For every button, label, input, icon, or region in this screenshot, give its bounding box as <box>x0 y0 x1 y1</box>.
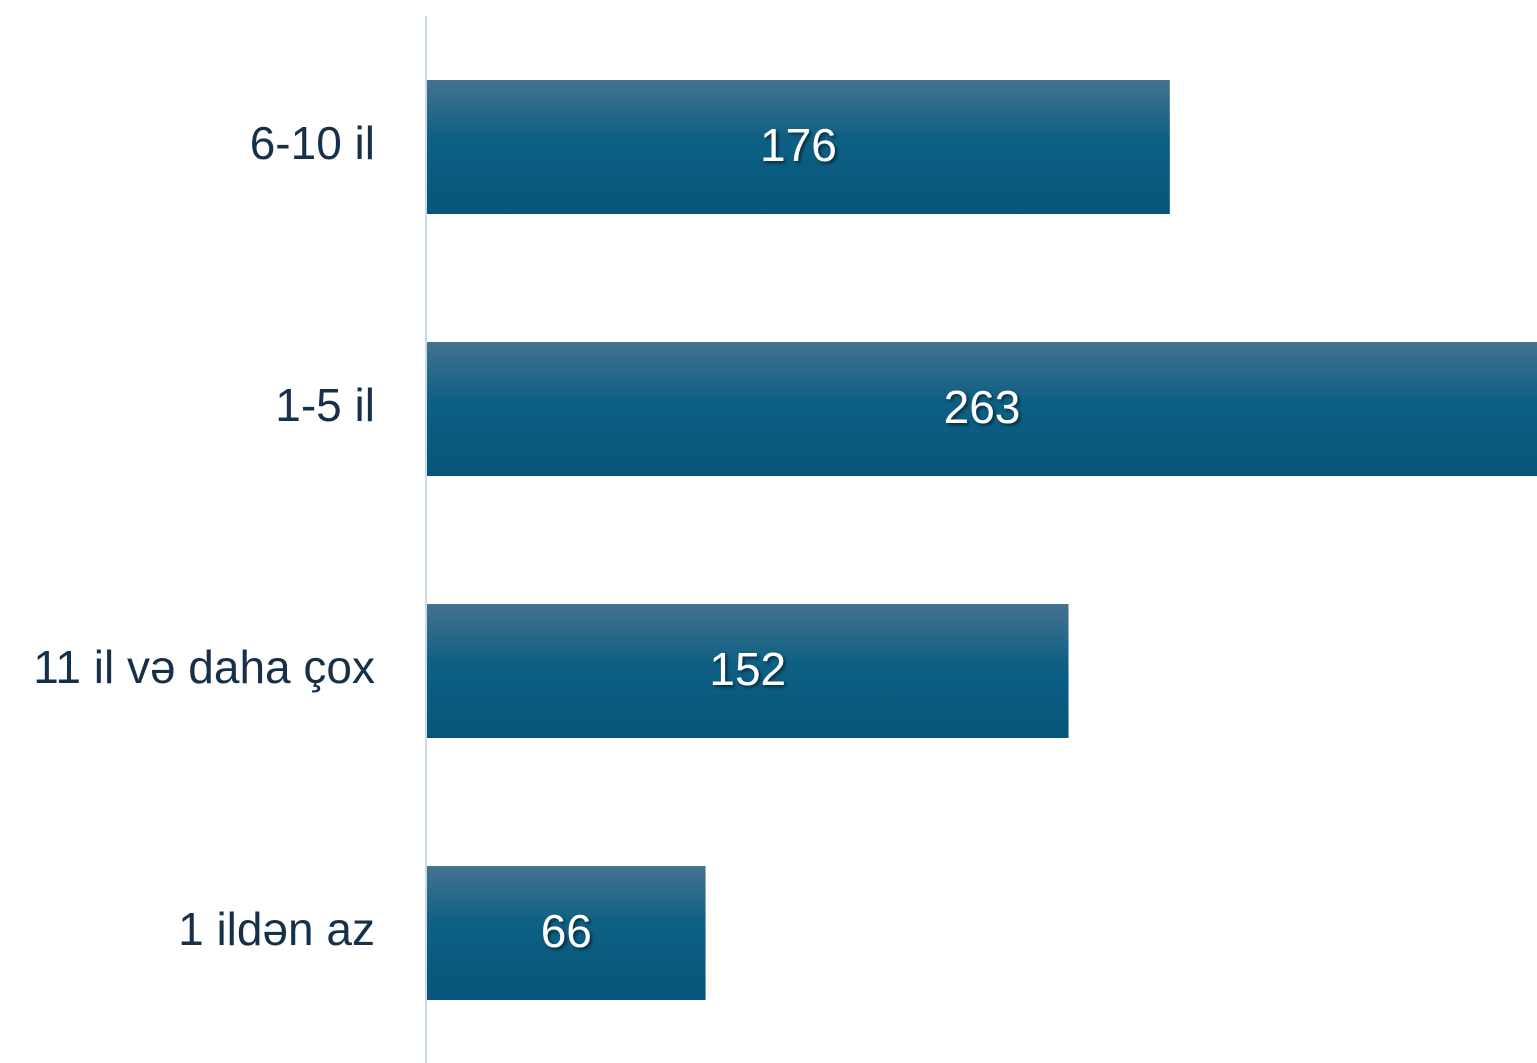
category-label-3: 1 ildən az <box>178 903 375 955</box>
category-label-0: 6-10 il <box>250 117 375 169</box>
category-label-1: 1-5 il <box>275 379 375 431</box>
value-label-0: 176 <box>760 119 837 171</box>
value-label-1: 263 <box>944 381 1021 433</box>
value-label-3: 66 <box>541 905 592 957</box>
value-label-2: 152 <box>709 643 786 695</box>
bar-0 <box>427 80 1170 214</box>
bar-2 <box>427 604 1069 738</box>
bar-1 <box>427 342 1537 476</box>
bar-3 <box>427 866 706 1000</box>
category-label-2: 11 il və daha çox <box>33 641 375 693</box>
